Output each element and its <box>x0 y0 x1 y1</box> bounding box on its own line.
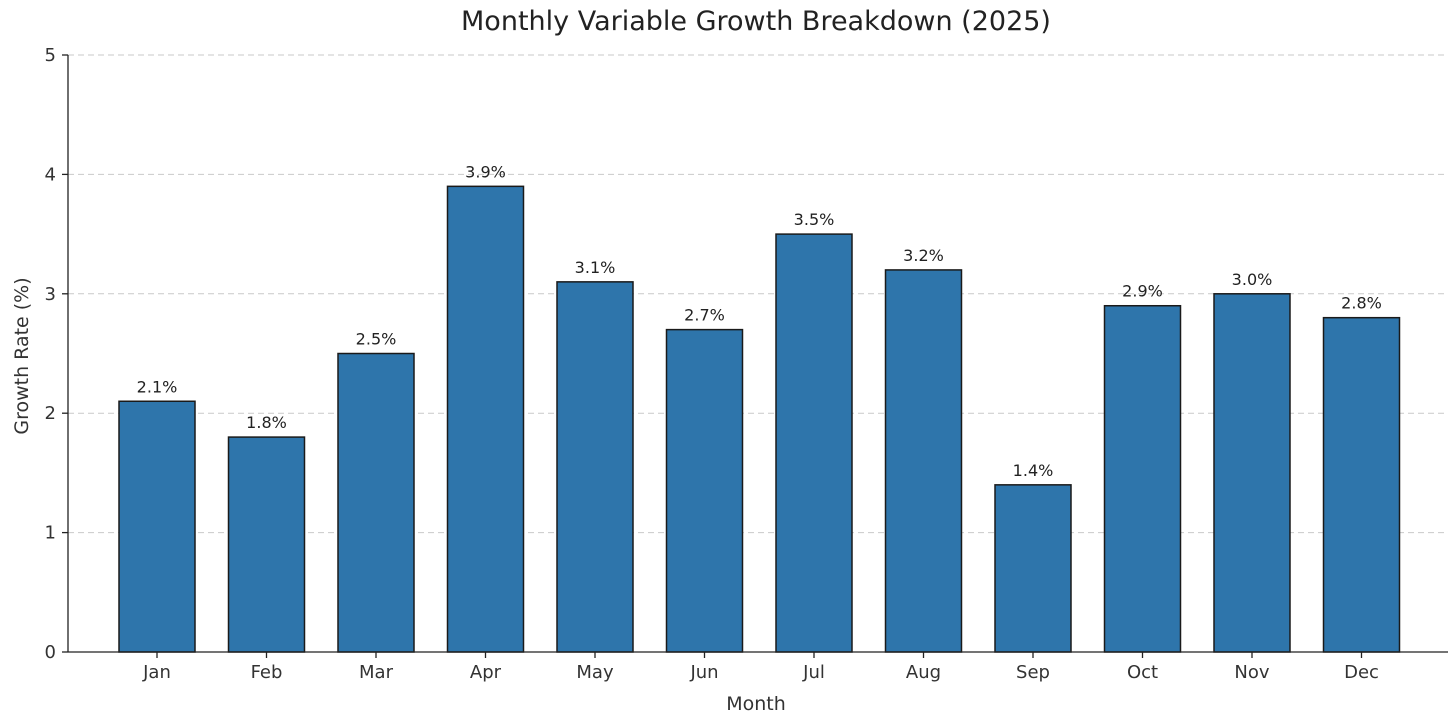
bar-sep <box>994 484 1072 653</box>
bar-jul <box>775 233 853 653</box>
bar-jan <box>118 400 196 653</box>
x-tick-label: Dec <box>1344 662 1379 683</box>
bar-feb <box>227 436 306 653</box>
y-tick-label: 4 <box>45 164 56 185</box>
x-tick-label: Aug <box>906 662 941 683</box>
x-tick-label: May <box>576 662 614 683</box>
data-label: 2.7% <box>684 306 725 325</box>
x-tick-label: Mar <box>359 662 394 683</box>
bars <box>118 185 1401 653</box>
y-tick-label: 5 <box>45 45 56 66</box>
x-tick-label: Nov <box>1234 662 1269 683</box>
y-tick-label: 0 <box>45 642 56 663</box>
y-axis-label: Growth Rate (%) <box>11 277 33 434</box>
bar-oct <box>1103 304 1182 653</box>
data-label: 1.8% <box>246 413 287 432</box>
bar-may <box>556 281 634 653</box>
data-label: 2.9% <box>1122 282 1163 301</box>
data-label: 3.5% <box>794 210 835 229</box>
data-label: 3.1% <box>575 258 616 277</box>
y-tick-label: 3 <box>45 284 56 305</box>
x-ticks: Jan Feb Mar Apr May Jun Jul Aug Sep Oct Nov Dec <box>142 652 1379 683</box>
data-label: 3.2% <box>903 246 944 265</box>
data-labels: 2.1% 1.8% 2.5% 3.9% 3.1% 2.7% 3.5% 3.2% 1.4% 2.9%… <box>137 162 1382 480</box>
data-label: 2.5% <box>356 330 397 349</box>
y-tick-label: 2 <box>45 403 56 424</box>
bar-nov <box>1213 293 1291 653</box>
x-tick-label: Oct <box>1127 662 1158 683</box>
bar-mar <box>337 352 415 653</box>
y-ticks: 0 1 2 3 4 5 <box>45 45 68 663</box>
data-label: 2.8% <box>1341 294 1382 313</box>
data-label: 3.9% <box>465 162 506 181</box>
axes <box>67 55 1448 653</box>
data-label: 3.0% <box>1232 270 1273 289</box>
x-tick-label: Jul <box>802 662 825 683</box>
x-tick-label: Jan <box>142 662 171 683</box>
x-tick-label: Jun <box>689 662 718 683</box>
chart-title: Monthly Variable Growth Breakdown (2025) <box>461 6 1051 37</box>
bar-jun <box>665 328 744 653</box>
bar-apr <box>446 185 525 653</box>
x-tick-label: Feb <box>251 662 283 683</box>
x-tick-label: Apr <box>470 662 502 683</box>
data-label: 1.4% <box>1013 461 1054 480</box>
data-label: 2.1% <box>137 377 178 396</box>
x-axis-label: Month <box>726 693 786 715</box>
x-tick-label: Sep <box>1016 662 1050 683</box>
y-tick-label: 1 <box>45 523 56 544</box>
bar-dec <box>1322 316 1401 653</box>
bar-aug <box>884 269 963 653</box>
